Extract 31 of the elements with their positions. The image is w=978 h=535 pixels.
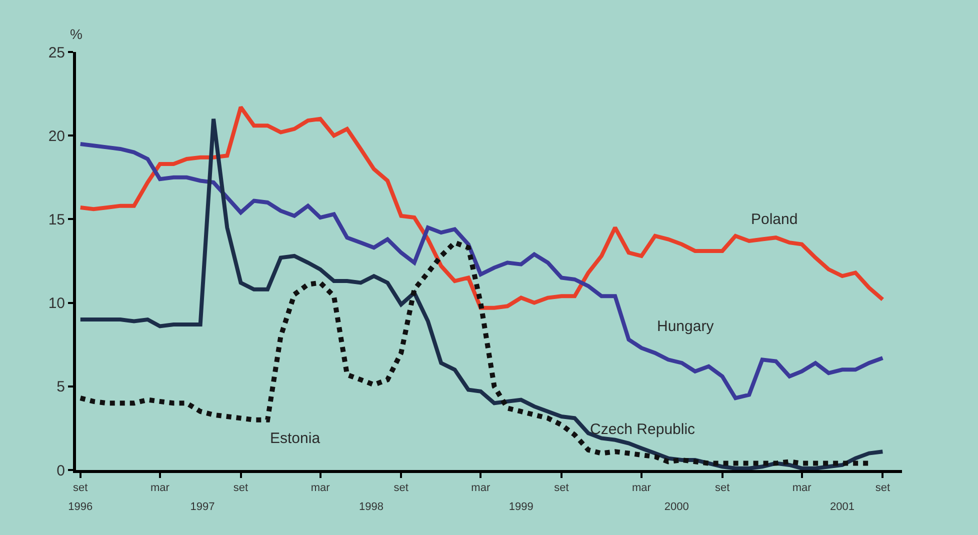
x2-tick-label: 2000 — [664, 501, 689, 513]
x-tick-label: set — [394, 482, 408, 494]
y-axis-title: % — [70, 26, 82, 42]
x-tick-label: set — [875, 482, 890, 494]
x-tick-label: set — [73, 482, 88, 494]
x2-tick-label: 1999 — [508, 501, 534, 513]
x-tick-label: mar — [792, 482, 812, 494]
x-tick-label: mar — [150, 482, 170, 494]
x-tick-label: set — [714, 482, 730, 494]
x-tick-label: set — [233, 482, 248, 494]
series-label: Hungary — [657, 318, 714, 335]
line-series — [78, 105, 885, 310]
x-tick-label: mar — [632, 482, 652, 494]
series-label: Poland — [751, 211, 798, 228]
series-label: Estonia — [270, 430, 321, 447]
x2-tick-label: 2001 — [830, 501, 854, 513]
x-tick-label: mar — [310, 482, 330, 494]
x-tick-label: mar — [471, 482, 490, 494]
x2-tick-label: 1998 — [359, 501, 384, 513]
x2-tick-label: 1997 — [190, 501, 215, 513]
y-tick-label: 15 — [48, 211, 65, 228]
x-tick-label: set — [554, 482, 569, 494]
y-tick-label: 20 — [48, 128, 65, 145]
y-tick-label: 5 — [56, 378, 65, 396]
series-label: Czech Republic — [590, 421, 696, 438]
y-tick-label: 0 — [56, 462, 65, 480]
line-series — [78, 116, 885, 470]
x2-tick-label: 1996 — [68, 501, 93, 513]
y-tick-label: 25 — [48, 44, 65, 62]
line-series — [78, 142, 885, 400]
y-tick-label: 10 — [48, 295, 65, 312]
